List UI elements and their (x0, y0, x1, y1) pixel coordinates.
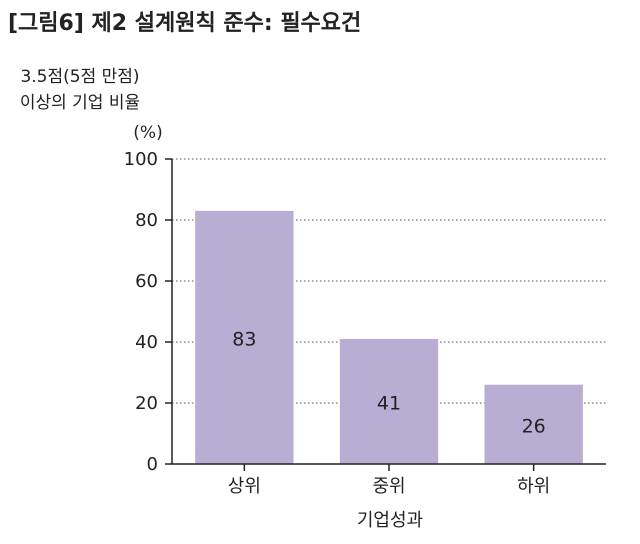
y-tick-label-40: 40 (135, 332, 158, 353)
bar-value-label-하위: 26 (522, 415, 546, 437)
x-tick-label-상위: 상위 (228, 476, 261, 497)
bars (195, 210, 583, 464)
y-axis-unit: (%) (133, 123, 162, 143)
x-axis-label: 기업성과 (357, 510, 423, 531)
labels: 0 20 40 60 80 100 83 상위 41 중위 26 하위 (124, 149, 551, 497)
y-tick-label-0: 0 (147, 454, 158, 475)
bar-value-label-상위: 83 (232, 328, 256, 350)
y-tick-label-100: 100 (124, 149, 158, 170)
x-tick-label-하위: 하위 (517, 476, 550, 497)
axes (165, 158, 606, 471)
y-tick-label-60: 60 (135, 271, 158, 292)
y-tick-label-20: 20 (135, 393, 158, 414)
x-tick-label-중위: 중위 (372, 476, 405, 497)
bar-value-label-중위: 41 (377, 392, 401, 414)
bar-하위 (484, 384, 583, 464)
bar-상위 (195, 210, 294, 464)
y-axis-label-line-1: 3.5점(5점 만점) (20, 67, 139, 87)
y-tick-label-80: 80 (135, 210, 158, 231)
chart-title: [그림6] 제2 설계원칙 준수: 필수요건 (8, 11, 361, 36)
y-axis-label-line-2: 이상의 기업 비율 (20, 93, 140, 113)
bar-중위 (339, 338, 439, 464)
